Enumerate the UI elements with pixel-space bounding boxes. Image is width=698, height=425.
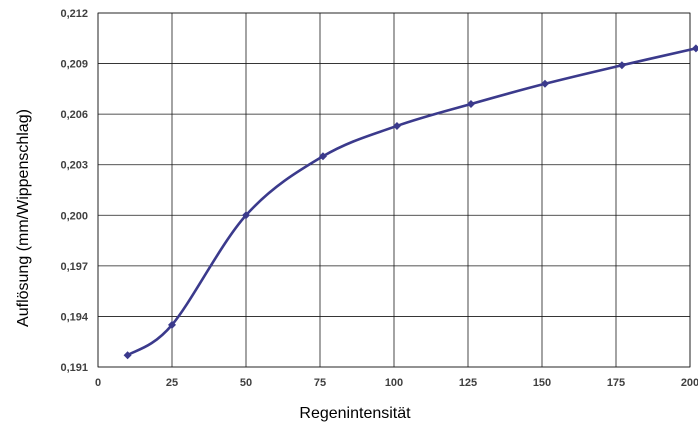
data-point	[168, 320, 176, 329]
x-tick-label: 50	[240, 377, 252, 389]
x-tick-label: 125	[459, 377, 477, 389]
y-tick-label: 0,203	[60, 160, 88, 172]
series-line	[126, 47, 697, 357]
y-tick-label: 0,194	[60, 311, 88, 323]
data-point	[691, 44, 698, 53]
y-tick-label: 0,209	[60, 59, 88, 71]
series-layer	[123, 44, 698, 360]
data-point	[242, 211, 250, 220]
x-tick-label: 175	[607, 377, 625, 389]
data-point	[466, 100, 475, 109]
x-axis-ticks: 0 25 50 75 100 125 150 175 200	[95, 377, 698, 389]
y-axis-ticks: 0,191 0,194 0,197 0,200 0,203 0,206 0,209 0,212	[60, 8, 88, 374]
x-tick-label: 200	[681, 377, 698, 389]
y-tick-label: 0,197	[60, 261, 88, 273]
data-point	[318, 152, 327, 161]
y-axis-title: Auflösung (mm/Wippenschlag)	[15, 109, 32, 327]
x-tick-label: 25	[166, 377, 178, 389]
x-tick-label: 100	[385, 377, 403, 389]
x-tick-label: 0	[95, 377, 101, 389]
x-axis-title: Regenintensität	[299, 405, 411, 422]
data-point	[540, 79, 549, 88]
data-point	[392, 121, 401, 130]
data-point	[617, 61, 626, 70]
y-tick-label: 0,191	[60, 362, 88, 374]
grid	[97, 12, 691, 368]
x-tick-label: 75	[314, 377, 326, 389]
y-tick-label: 0,200	[60, 210, 88, 222]
y-tick-label: 0,206	[60, 109, 88, 121]
data-point	[123, 351, 132, 360]
x-tick-label: 150	[533, 377, 551, 389]
y-tick-label: 0,212	[60, 8, 88, 20]
